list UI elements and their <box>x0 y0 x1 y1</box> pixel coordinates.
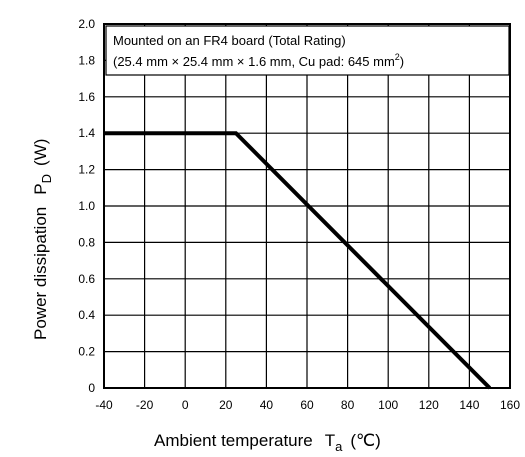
y-tick-label: 2.0 <box>78 17 95 31</box>
annotation-line-1: Mounted on an FR4 board (Total Rating) <box>113 33 346 48</box>
y-tick-label: 0.4 <box>78 308 95 322</box>
y-tick-label: 0.2 <box>78 345 95 359</box>
y-tick-label: 1.4 <box>78 126 95 140</box>
x-axis-label: Ambient temperature Ta (℃) <box>154 431 381 454</box>
x-tick-label: 40 <box>260 398 274 412</box>
y-axis-label: Power dissipationPD(W) <box>31 139 54 340</box>
x-tick-label: 100 <box>378 398 398 412</box>
x-tick-label: 20 <box>219 398 233 412</box>
derating-curve <box>104 131 492 390</box>
y-tick-label: 0.6 <box>78 272 95 286</box>
plot-frame <box>103 23 511 389</box>
y-tick-labels: 0 0.2 0.4 0.6 0.8 1.0 1.2 1.4 1.6 1.8 2.0 <box>78 17 95 395</box>
series-layer <box>104 131 492 390</box>
annotation-line-2: (25.4 mm × 25.4 mm × 1.6 mm, Cu pad: 645… <box>113 52 404 69</box>
x-tick-label: 160 <box>500 398 520 412</box>
y-tick-label: 0 <box>88 381 95 395</box>
x-tick-labels: -40 -20 0 20 40 60 80 100 120 140 160 <box>95 398 520 412</box>
y-tick-label: 1.2 <box>78 163 95 177</box>
x-tick-label: 80 <box>341 398 355 412</box>
x-tick-label: 120 <box>419 398 439 412</box>
x-tick-label: 0 <box>182 398 189 412</box>
annotation-box <box>105 25 510 76</box>
y-tick-label: 1.0 <box>78 199 95 213</box>
y-tick-label: 0.8 <box>78 235 95 249</box>
y-tick-label: 1.8 <box>78 53 95 67</box>
y-tick-label: 1.6 <box>78 90 95 104</box>
x-tick-label: 60 <box>300 398 314 412</box>
x-tick-label: 140 <box>459 398 479 412</box>
x-tick-label: -40 <box>95 398 113 412</box>
x-tick-label: -20 <box>136 398 154 412</box>
